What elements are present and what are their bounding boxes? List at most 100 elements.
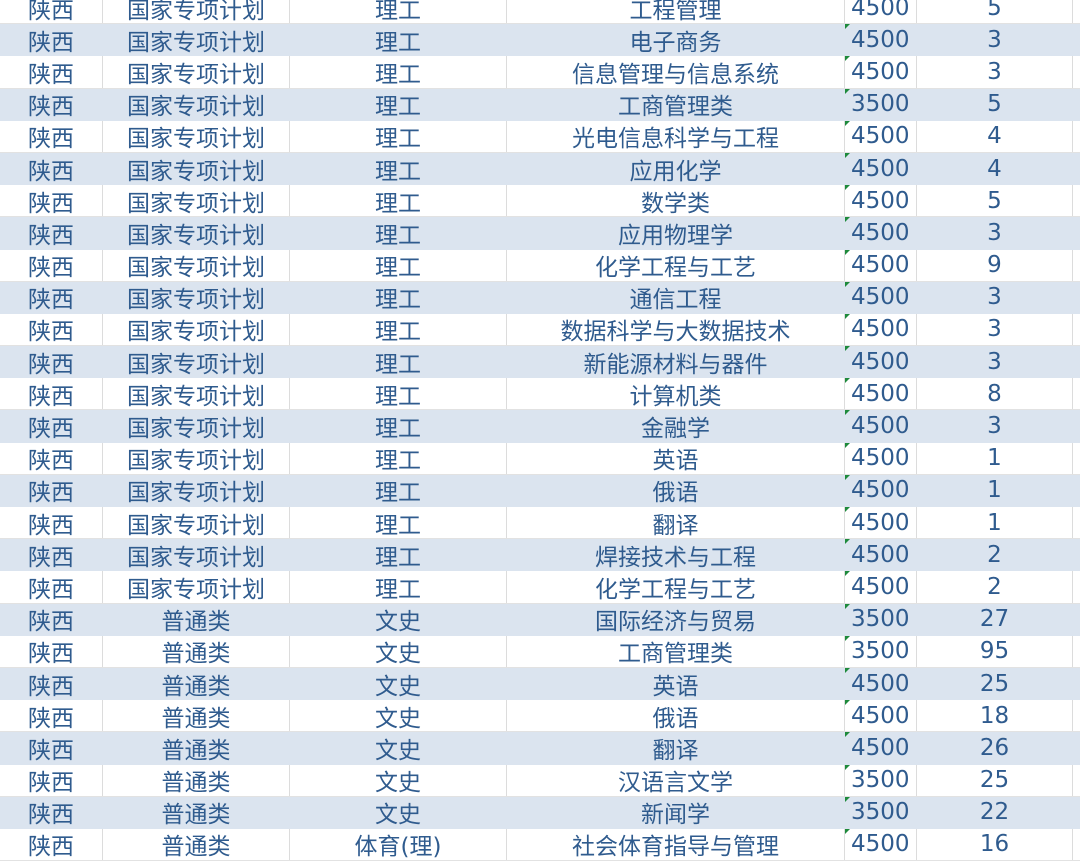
plan-type-cell[interactable]: 国家专项计划 [103,56,290,88]
plan-type-cell[interactable]: 普通类 [103,828,290,861]
tuition-cell[interactable]: 4500 [845,346,917,378]
quota-cell[interactable]: 2 [917,571,1073,603]
tuition-cell[interactable]: 4500 [845,667,917,700]
major-cell[interactable]: 社会体育指导与管理 [507,828,845,861]
plan-type-cell[interactable]: 国家专项计划 [103,507,290,539]
province-cell[interactable]: 陕西 [0,732,103,764]
empty-cell[interactable] [1073,732,1080,763]
category-cell[interactable]: 体育(理) [290,828,507,861]
major-cell[interactable]: 工程管理 [507,0,845,24]
tuition-cell[interactable]: 4500 [845,828,917,861]
category-cell[interactable]: 理工 [290,442,507,474]
empty-cell[interactable] [1073,56,1080,87]
quota-cell[interactable]: 3 [917,410,1073,442]
tuition-cell[interactable]: 4500 [845,474,917,506]
empty-cell[interactable] [1073,282,1080,313]
category-cell[interactable]: 理工 [290,346,507,378]
tuition-cell[interactable]: 4500 [845,217,917,249]
category-cell[interactable]: 理工 [290,539,507,571]
major-cell[interactable]: 新闻学 [507,796,845,828]
major-cell[interactable]: 俄语 [507,474,845,506]
plan-type-cell[interactable]: 国家专项计划 [103,217,290,249]
quota-cell[interactable]: 1 [917,442,1073,474]
category-cell[interactable]: 理工 [290,249,507,281]
empty-cell[interactable] [1073,185,1080,216]
quota-cell[interactable]: 1 [917,507,1073,539]
province-cell[interactable]: 陕西 [0,120,103,152]
province-cell[interactable]: 陕西 [0,571,103,603]
major-cell[interactable]: 国际经济与贸易 [507,603,845,635]
empty-cell[interactable] [1073,121,1080,152]
tuition-cell[interactable]: 4500 [845,249,917,281]
quota-cell[interactable]: 25 [917,764,1073,796]
empty-cell[interactable] [1073,829,1080,860]
major-cell[interactable]: 焊接技术与工程 [507,539,845,571]
plan-type-cell[interactable]: 国家专项计划 [103,24,290,56]
empty-cell[interactable] [1073,0,1080,23]
quota-cell[interactable]: 3 [917,24,1073,56]
province-cell[interactable]: 陕西 [0,217,103,249]
major-cell[interactable]: 英语 [507,442,845,474]
major-cell[interactable]: 汉语言文学 [507,764,845,796]
quota-cell[interactable]: 4 [917,152,1073,185]
tuition-cell[interactable]: 3500 [845,796,917,828]
province-cell[interactable]: 陕西 [0,313,103,346]
quota-cell[interactable]: 27 [917,603,1073,635]
major-cell[interactable]: 通信工程 [507,281,845,313]
empty-cell[interactable] [1073,443,1080,474]
plan-type-cell[interactable]: 国家专项计划 [103,442,290,474]
province-cell[interactable]: 陕西 [0,700,103,732]
plan-type-cell[interactable]: 国家专项计划 [103,185,290,217]
category-cell[interactable]: 文史 [290,700,507,732]
category-cell[interactable]: 文史 [290,667,507,700]
category-cell[interactable]: 理工 [290,120,507,152]
empty-cell[interactable] [1073,153,1080,184]
province-cell[interactable]: 陕西 [0,281,103,313]
quota-cell[interactable]: 3 [917,313,1073,346]
tuition-cell[interactable]: 4500 [845,152,917,185]
major-cell[interactable]: 计算机类 [507,378,845,410]
quota-cell[interactable]: 8 [917,378,1073,410]
province-cell[interactable]: 陕西 [0,828,103,861]
category-cell[interactable]: 理工 [290,56,507,88]
province-cell[interactable]: 陕西 [0,56,103,88]
major-cell[interactable]: 化学工程与工艺 [507,571,845,603]
plan-type-cell[interactable]: 普通类 [103,764,290,796]
category-cell[interactable]: 理工 [290,217,507,249]
plan-type-cell[interactable]: 国家专项计划 [103,474,290,506]
major-cell[interactable]: 电子商务 [507,24,845,56]
empty-cell[interactable] [1073,700,1080,731]
plan-type-cell[interactable]: 普通类 [103,635,290,667]
province-cell[interactable]: 陕西 [0,635,103,667]
empty-cell[interactable] [1073,250,1080,281]
plan-type-cell[interactable]: 国家专项计划 [103,281,290,313]
tuition-cell[interactable]: 4500 [845,507,917,539]
category-cell[interactable]: 理工 [290,507,507,539]
major-cell[interactable]: 工商管理类 [507,88,845,120]
category-cell[interactable]: 理工 [290,281,507,313]
plan-type-cell[interactable]: 普通类 [103,700,290,732]
empty-cell[interactable] [1073,410,1080,441]
category-cell[interactable]: 理工 [290,313,507,346]
empty-cell[interactable] [1073,668,1080,699]
category-cell[interactable]: 理工 [290,88,507,120]
province-cell[interactable]: 陕西 [0,346,103,378]
empty-cell[interactable] [1073,314,1080,345]
major-cell[interactable]: 应用化学 [507,152,845,185]
quota-cell[interactable]: 3 [917,346,1073,378]
empty-cell[interactable] [1073,24,1080,55]
quota-cell[interactable]: 5 [917,0,1073,24]
category-cell[interactable]: 理工 [290,571,507,603]
quota-cell[interactable]: 22 [917,796,1073,828]
province-cell[interactable]: 陕西 [0,796,103,828]
category-cell[interactable]: 理工 [290,0,507,24]
plan-type-cell[interactable]: 国家专项计划 [103,571,290,603]
province-cell[interactable]: 陕西 [0,185,103,217]
tuition-cell[interactable]: 4500 [845,700,917,732]
category-cell[interactable]: 理工 [290,378,507,410]
major-cell[interactable]: 翻译 [507,732,845,764]
quota-cell[interactable]: 5 [917,88,1073,120]
category-cell[interactable]: 理工 [290,24,507,56]
plan-type-cell[interactable]: 国家专项计划 [103,539,290,571]
tuition-cell[interactable]: 4500 [845,24,917,56]
